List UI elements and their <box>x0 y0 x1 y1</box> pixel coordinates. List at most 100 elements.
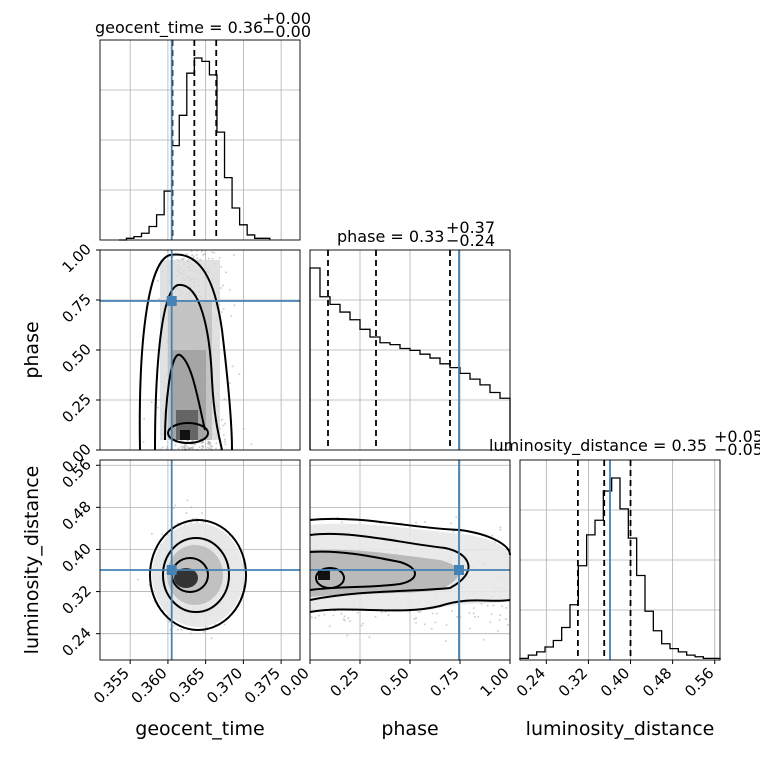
sample-point <box>229 382 232 385</box>
contour-line <box>309 532 470 601</box>
sample-point <box>444 640 447 643</box>
sample-point <box>222 424 225 427</box>
sample-point <box>202 440 205 443</box>
sample-point <box>408 610 411 613</box>
sample-point <box>201 250 204 253</box>
sample-point <box>195 517 198 520</box>
ylabel-phase: phase <box>21 321 43 378</box>
sample-point <box>185 253 188 256</box>
sample-point <box>180 628 183 631</box>
sample-point <box>500 605 503 608</box>
sample-point <box>343 619 346 622</box>
sample-point <box>317 614 320 617</box>
tick-label: 1.00 <box>476 664 512 700</box>
panel-luminosity_distance-hist <box>519 459 721 661</box>
sample-point <box>496 629 499 632</box>
sample-point <box>356 611 359 614</box>
contour-line <box>309 517 511 613</box>
sample-point <box>341 521 344 524</box>
sample-point <box>415 616 418 619</box>
sample-point <box>190 446 193 449</box>
tick-label: 0.48 <box>639 664 675 700</box>
xlabel-luminosity-distance: luminosity_distance <box>526 718 715 740</box>
sample-point <box>195 253 198 256</box>
sample-point <box>452 530 455 533</box>
sample-point <box>220 418 223 421</box>
sample-point <box>468 612 471 615</box>
title-phase: phase = 0.33 <box>337 227 444 246</box>
sample-point <box>419 610 422 613</box>
sample-point <box>431 612 434 615</box>
sample-point <box>349 620 352 623</box>
sample-point <box>215 447 218 450</box>
tick-label: 0.50 <box>376 664 412 700</box>
sample-point <box>177 447 180 450</box>
tick-label: 0.24 <box>513 664 549 700</box>
ylabel-luminosity-distance: luminosity_distance <box>21 466 43 655</box>
tick-label: 0.40 <box>58 540 94 576</box>
sample-point <box>490 613 493 616</box>
tick-label: 0.00 <box>276 664 312 700</box>
sample-point <box>174 504 177 507</box>
sample-point <box>218 256 221 259</box>
sample-point <box>150 532 153 535</box>
sample-point <box>486 604 489 607</box>
sample-point <box>346 634 349 637</box>
sample-point <box>445 624 448 627</box>
contour-line <box>138 253 233 451</box>
sample-point <box>190 506 193 509</box>
tick-label: 0.50 <box>58 340 94 376</box>
sample-point <box>347 617 350 620</box>
sample-point <box>201 445 204 448</box>
title-geocent-time-plus: +0.00 <box>262 9 311 28</box>
contour-line <box>154 283 223 451</box>
density-geocent_time-luminosity_distance <box>136 499 247 640</box>
contour-line <box>164 353 206 441</box>
sample-point <box>150 401 153 404</box>
sample-point <box>328 625 331 628</box>
contour-line <box>315 567 345 589</box>
density-phase-luminosity_distance <box>309 515 511 643</box>
sample-point <box>208 444 211 447</box>
sample-point <box>451 609 454 612</box>
sample-point <box>207 442 210 445</box>
contour-line <box>309 550 416 591</box>
sample-point <box>332 614 335 617</box>
sample-point <box>213 251 216 254</box>
density-peak <box>174 568 198 588</box>
sample-point <box>223 397 226 400</box>
sample-point <box>491 534 494 537</box>
sample-point <box>456 615 459 618</box>
sample-point <box>223 440 226 443</box>
sample-point <box>166 445 169 448</box>
sample-point <box>200 442 203 445</box>
sample-point <box>477 615 480 618</box>
sample-point <box>185 511 188 514</box>
sample-point <box>209 441 212 444</box>
sample-point <box>184 447 187 450</box>
sample-point <box>505 606 508 609</box>
sample-point <box>156 406 159 409</box>
sample-point <box>142 441 145 444</box>
sample-point <box>191 447 194 450</box>
sample-point <box>472 607 475 610</box>
sample-point <box>186 445 189 448</box>
sample-point <box>188 447 191 450</box>
panel-geocent_time-vs-luminosity_distance <box>99 459 301 661</box>
sample-point <box>202 253 205 256</box>
sample-point <box>423 520 426 523</box>
xlabel-phase: phase <box>381 718 438 740</box>
title-geocent-time-minus: −0.00 <box>262 22 311 41</box>
tick-label: 0.370 <box>203 664 246 707</box>
sample-point <box>362 622 365 625</box>
sample-point <box>472 612 475 615</box>
sample-point <box>468 627 471 630</box>
sample-point <box>434 621 437 624</box>
sample-point <box>188 447 191 450</box>
sample-point <box>489 621 492 624</box>
sample-point <box>323 613 326 616</box>
sample-point <box>206 446 209 449</box>
sample-point <box>417 611 420 614</box>
sample-point <box>343 615 346 618</box>
sample-point <box>214 623 217 626</box>
